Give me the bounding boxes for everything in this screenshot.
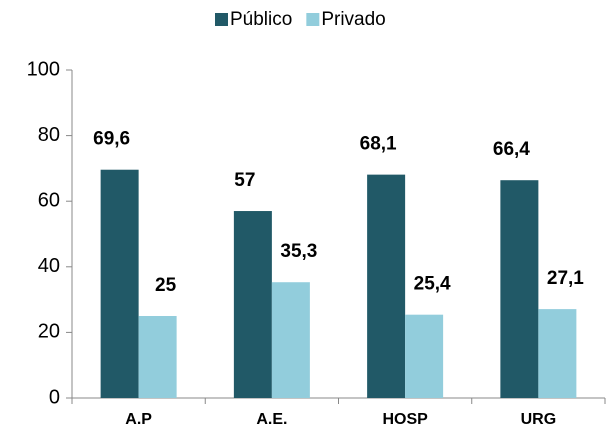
data-label: 25 [155,275,177,296]
y-tick-label: 100 [27,58,60,80]
y-tick-label: 20 [38,321,60,343]
x-tick-label: HOSP [382,411,428,428]
y-tick-label: 40 [38,255,60,277]
data-label: 25,4 [414,274,451,295]
y-tick-label: 60 [38,189,60,211]
y-tick-label: 80 [38,124,60,146]
x-tick-label: URG [521,411,557,428]
x-tick-label: A.E. [256,411,287,428]
bar [271,282,310,398]
data-label: 35,3 [280,241,317,262]
data-label: 57 [234,170,255,191]
x-tick-label: A.P [125,411,152,428]
data-label: 69,6 [93,129,130,150]
bar [538,309,577,398]
y-tick-label: 0 [49,386,60,408]
bar [100,169,139,398]
bar [500,180,539,398]
legend-swatch [215,13,228,26]
legend-label: Público [230,9,292,30]
data-label: 27,1 [547,268,584,289]
bar [405,314,444,398]
bar [138,316,177,398]
legend-swatch [306,13,320,26]
legend-label: Privado [321,9,385,30]
data-label: 66,4 [493,139,530,160]
bar [233,211,272,398]
bar [367,174,406,398]
data-label: 68,1 [360,134,397,155]
